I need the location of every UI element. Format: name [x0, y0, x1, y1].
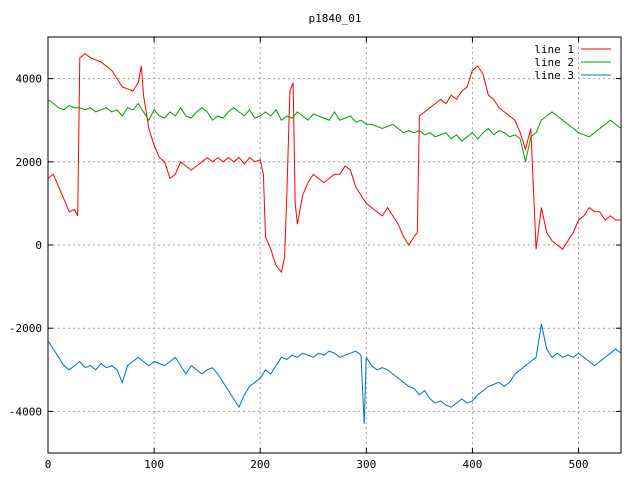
chart-series	[48, 52, 621, 424]
x-tick-label: 400	[463, 458, 483, 471]
x-tick-label: 300	[356, 458, 376, 471]
chart-title: p1840_01	[309, 12, 362, 25]
legend-label: line 3	[534, 69, 574, 82]
y-tick-label: 0	[35, 239, 42, 252]
y-tick-label: 4000	[16, 73, 43, 86]
series-line-3	[48, 323, 621, 424]
series-line-2	[48, 99, 621, 162]
legend-label: line 2	[534, 56, 574, 69]
plot-frame	[47, 36, 622, 454]
series-line-1	[48, 52, 621, 274]
x-tick-label: 500	[569, 458, 589, 471]
x-tick-label: 200	[250, 458, 270, 471]
chart-grid	[48, 37, 621, 453]
y-tick-label: -4000	[9, 405, 42, 418]
y-tick-label: 2000	[16, 156, 43, 169]
x-tick-label: 0	[45, 458, 52, 471]
chart-axes: 0 100 200 300 400 500 -4000 -2000 0 2000 4000	[9, 36, 622, 471]
x-tick-label: 100	[144, 458, 164, 471]
y-tick-label: -2000	[9, 322, 42, 335]
legend-label: line 1	[534, 43, 574, 56]
